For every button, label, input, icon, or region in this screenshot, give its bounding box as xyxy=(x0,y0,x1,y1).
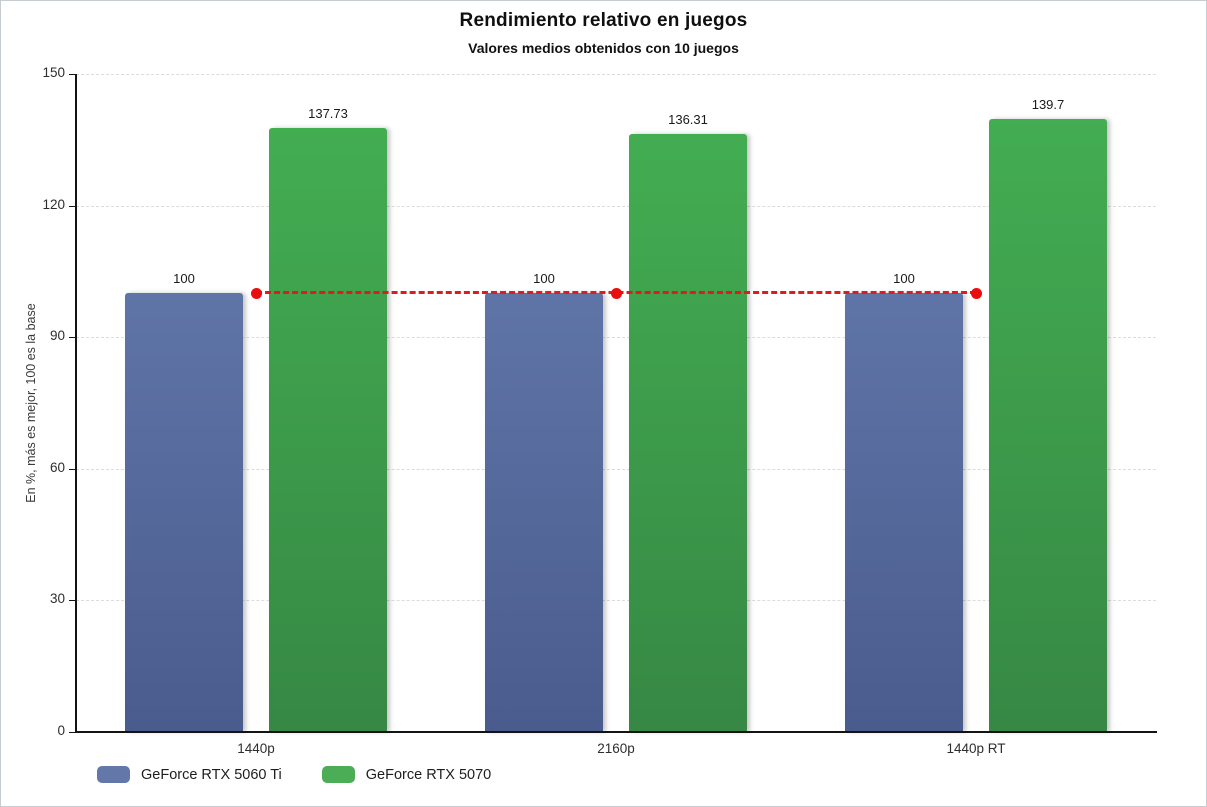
bar-value-label: 137.73 xyxy=(308,105,348,121)
x-tick-label: 2160p xyxy=(597,741,635,756)
y-tick-mark xyxy=(69,600,76,602)
bar xyxy=(485,293,603,732)
baseline-point xyxy=(250,287,262,299)
y-tick-label: 60 xyxy=(49,459,65,475)
gridline xyxy=(76,337,1156,339)
gridline xyxy=(76,74,1156,75)
bar-value-label: 100 xyxy=(173,271,195,287)
legend-swatch xyxy=(321,766,355,783)
y-tick-label: 30 xyxy=(49,591,65,607)
bar-value-label: 100 xyxy=(533,271,555,287)
y-tick-label: 90 xyxy=(49,328,65,344)
gridline xyxy=(76,600,1156,602)
x-tick-label: 1440p RT xyxy=(946,741,1006,756)
bar xyxy=(989,119,1107,732)
baseline-point xyxy=(610,287,622,299)
y-tick-label: 0 xyxy=(57,723,65,738)
bar xyxy=(125,293,243,732)
bar-value-label: 136.31 xyxy=(668,112,708,128)
legend: GeForce RTX 5060 Ti GeForce RTX 5070 xyxy=(97,766,491,783)
chart-title: Rendimiento relativo en juegos xyxy=(459,10,748,31)
y-tick-mark xyxy=(69,74,76,75)
bar xyxy=(269,127,387,732)
y-tick-label: 120 xyxy=(42,196,65,212)
y-tick-label: 150 xyxy=(42,65,65,80)
plot-area: 100 137.73 100 136.31 100 139.7 xyxy=(76,74,1156,732)
legend-swatch xyxy=(97,766,130,783)
chart-subtitle: Valores medios obtenidos con 10 juegos xyxy=(468,40,739,56)
legend-item: GeForce RTX 5060 Ti xyxy=(97,766,282,783)
y-tick-mark xyxy=(69,732,76,733)
x-axis-line xyxy=(74,731,1157,733)
bar-value-label: 139.7 xyxy=(1031,97,1065,113)
bar xyxy=(629,134,747,732)
legend-label: GeForce RTX 5070 xyxy=(365,766,492,783)
bar xyxy=(845,293,963,732)
y-tick-mark xyxy=(69,205,76,207)
gridline xyxy=(76,468,1156,470)
legend-item: GeForce RTX 5070 xyxy=(321,766,492,783)
y-tick-mark xyxy=(69,337,76,339)
gridline xyxy=(76,205,1156,207)
legend-label: GeForce RTX 5060 Ti xyxy=(141,766,282,783)
x-tick-label: 1440p xyxy=(237,741,275,756)
y-axis-line xyxy=(74,74,77,733)
baseline-point xyxy=(970,287,982,299)
y-tick-mark xyxy=(69,468,76,470)
bar-value-label: 100 xyxy=(893,271,915,287)
